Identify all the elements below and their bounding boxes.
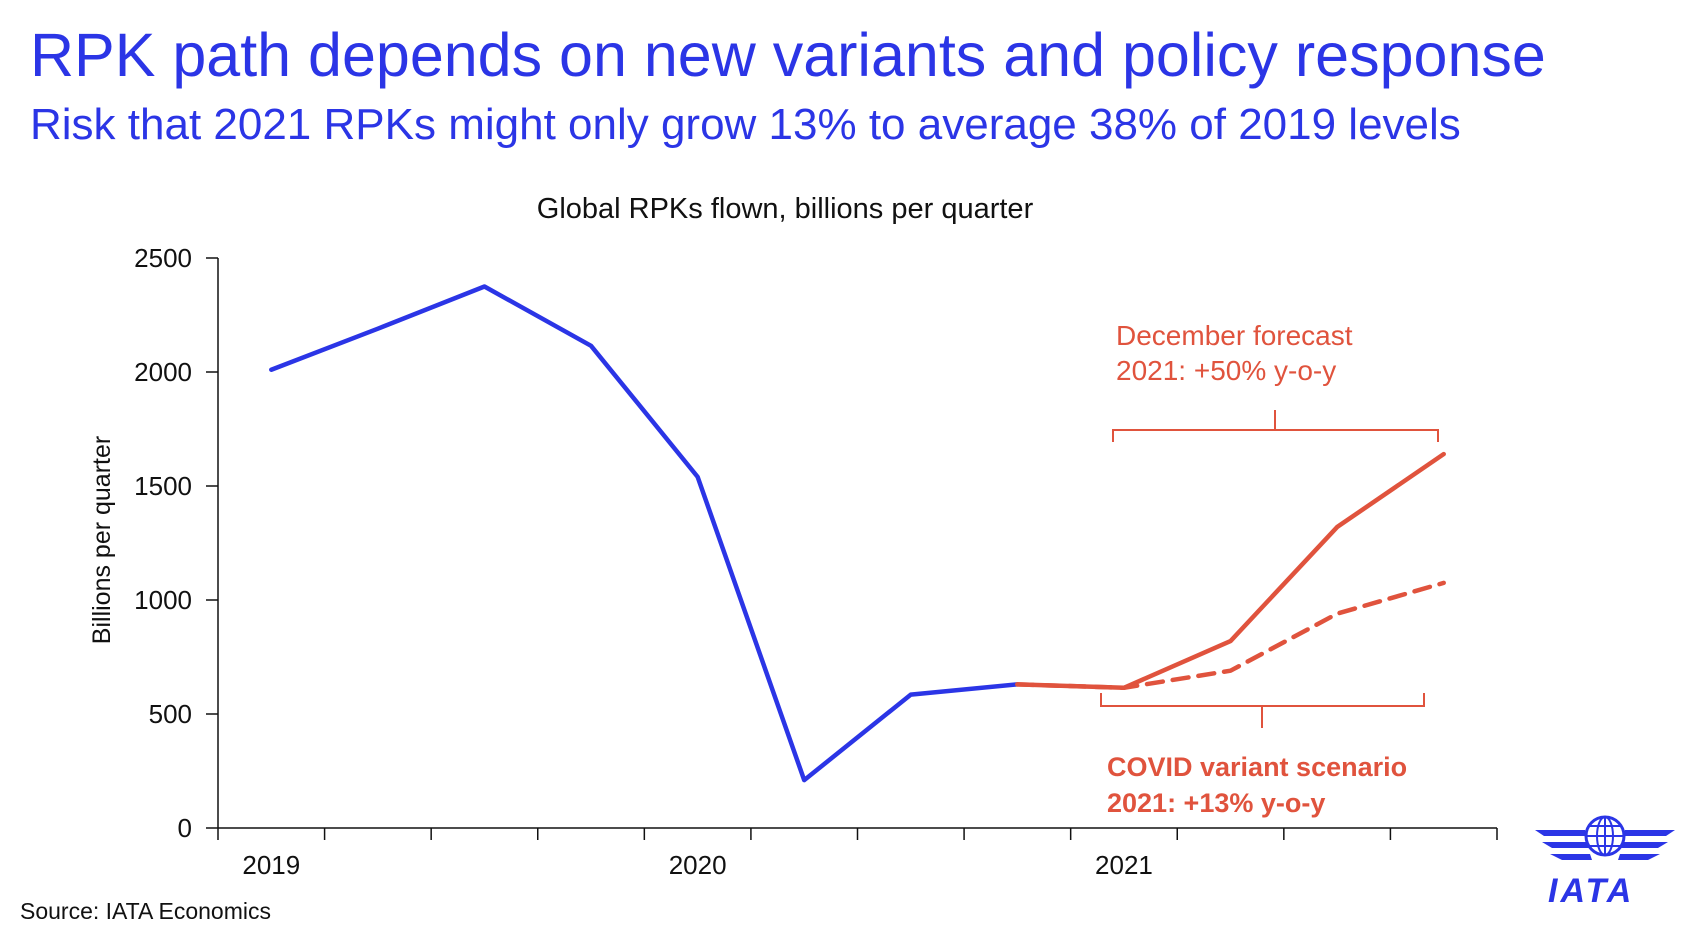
source-note: Source: IATA Economics [20, 898, 271, 924]
december-forecast-bracket [1112, 410, 1439, 442]
december-forecast-growth: 2021: +50% y-o-y [1116, 355, 1336, 386]
series-group [269, 284, 1446, 783]
page-title: RPK path depends on new variants and pol… [30, 21, 1546, 89]
iata-logo-text: IATA [1548, 872, 1635, 910]
x-tick-label: 2021 [1095, 850, 1153, 880]
x-tick-label: 2020 [669, 850, 727, 880]
covid-variant-growth: 2021: +13% y-o-y [1107, 788, 1325, 818]
y-axis-label: Billions per quarter [88, 436, 116, 644]
chart-title: Global RPKs flown, billions per quarter [537, 193, 1034, 225]
december-forecast-label: December forecast [1116, 320, 1353, 351]
y-tick-label: 1000 [134, 585, 192, 615]
y-tick-label: 2000 [134, 357, 192, 387]
actual-rpk-line [269, 284, 1020, 783]
y-tick-label: 500 [149, 699, 192, 729]
y-tick-label: 0 [178, 813, 192, 843]
covid-variant-label: COVID variant scenario [1107, 752, 1407, 782]
covid-variant-bracket [1100, 693, 1425, 728]
axes: 0 500 1000 1500 2000 2500 2019 2020 2021 [134, 243, 1498, 880]
y-tick-label: 2500 [134, 243, 192, 273]
y-tick-label: 1500 [134, 471, 192, 501]
page-subtitle: Risk that 2021 RPKs might only grow 13% … [30, 100, 1461, 149]
covid-variant-line [1015, 580, 1446, 691]
iata-logo-icon [1535, 815, 1675, 860]
december-forecast-line [1015, 451, 1446, 691]
x-tick-label: 2019 [242, 850, 300, 880]
